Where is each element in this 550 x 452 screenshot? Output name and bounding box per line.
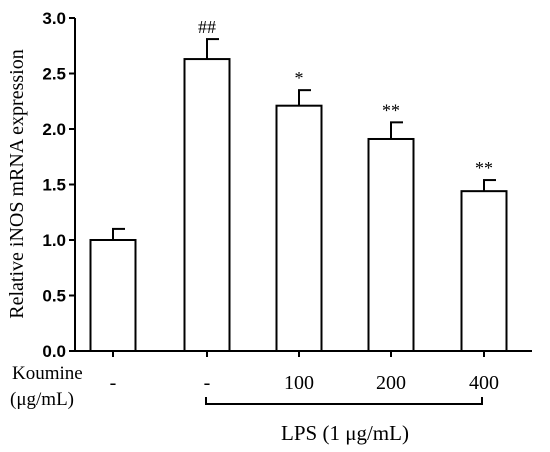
bar (183, 58, 231, 352)
x-axis: - - 100 200 400 (75, 350, 532, 394)
x-tick-label: 100 (284, 372, 314, 394)
y-axis: 0.0 0.5 1.0 1.5 2.0 2.5 3.0 (42, 9, 76, 361)
significance-mark: ## (198, 17, 216, 37)
x-tick-label: - (204, 372, 211, 394)
x-tick-label: 200 (376, 372, 406, 394)
y-axis-title: Relative iNOS mRNA expression (6, 49, 28, 318)
y-tick-label: 2.0 (42, 120, 66, 139)
x-tick-label: - (110, 372, 117, 394)
y-tick-label: 0.0 (42, 342, 66, 361)
y-tick-label: 0.5 (42, 287, 66, 306)
bar (367, 137, 415, 352)
y-tick-label: 1.0 (42, 231, 66, 250)
koumine-row-label: Koumine (12, 363, 83, 384)
bar (275, 104, 323, 352)
significance-mark: ** (475, 158, 493, 178)
bars: ##***** (89, 17, 508, 352)
lps-label: LPS (1 μg/mL) (281, 421, 409, 445)
bar (460, 190, 508, 352)
y-tick-label: 1.5 (42, 176, 66, 195)
significance-mark: ** (382, 100, 400, 120)
koumine-unit-label: (μg/mL) (10, 389, 74, 410)
lps-bracket (205, 397, 483, 405)
bar (89, 239, 137, 352)
significance-mark: * (295, 68, 304, 88)
y-tick-label: 3.0 (42, 9, 66, 28)
x-tick-label: 400 (469, 372, 499, 394)
y-tick-label: 2.5 (42, 65, 66, 84)
